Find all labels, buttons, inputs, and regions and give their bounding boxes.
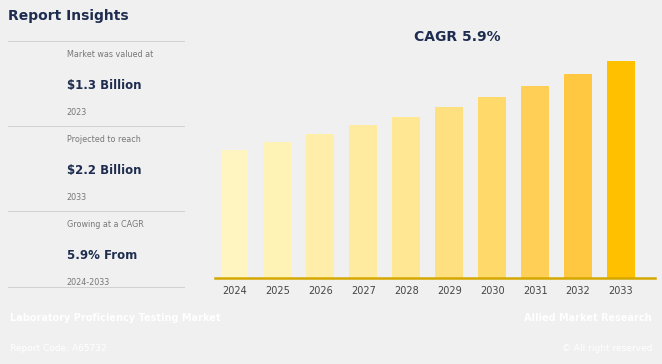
Text: CAGR 5.9%: CAGR 5.9% [414,29,500,44]
Text: Report Insights: Report Insights [9,9,129,23]
Bar [307,134,334,278]
Text: 2023: 2023 [67,108,87,118]
Bar [521,86,549,278]
Text: 5.9% From: 5.9% From [67,249,137,262]
Text: Growing at a CAGR: Growing at a CAGR [67,220,144,229]
Bar [607,61,635,278]
Bar [478,97,506,278]
Text: 2033: 2033 [67,193,87,202]
Text: 2024-2033: 2024-2033 [67,278,110,287]
Text: Report Code: A65732: Report Code: A65732 [10,344,107,353]
Bar [564,74,592,278]
Text: Market was valued at: Market was valued at [67,50,153,59]
Bar [435,107,463,278]
Text: Projected to reach: Projected to reach [67,135,140,144]
Bar [220,150,248,278]
Text: Laboratory Proficiency Testing Market: Laboratory Proficiency Testing Market [10,313,220,323]
Text: $2.2 Billion: $2.2 Billion [67,164,141,177]
Text: $1.3 Billion: $1.3 Billion [67,79,141,92]
Text: © All right reserved: © All right reserved [561,344,652,353]
Text: Allied Market Research: Allied Market Research [524,313,652,323]
Bar [263,142,291,278]
Bar [393,116,420,278]
Bar [350,126,377,278]
